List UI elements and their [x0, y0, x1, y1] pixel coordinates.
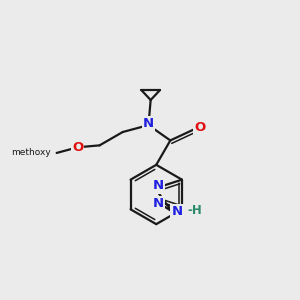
Text: methoxy: methoxy — [11, 148, 51, 157]
Text: N: N — [153, 179, 164, 193]
Text: O: O — [194, 121, 205, 134]
Text: N: N — [172, 205, 183, 218]
Text: O: O — [72, 141, 83, 154]
Text: N: N — [143, 117, 154, 130]
Text: N: N — [153, 197, 164, 210]
Text: -H: -H — [187, 204, 202, 217]
